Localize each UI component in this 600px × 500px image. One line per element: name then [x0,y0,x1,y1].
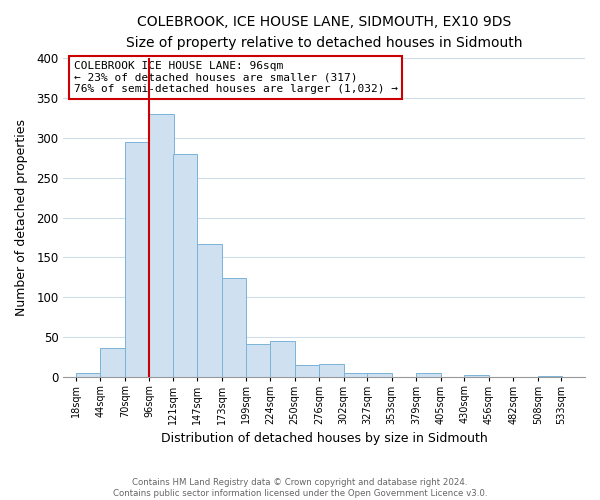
Bar [344,374,368,378]
Bar [125,142,149,378]
Bar [149,114,174,378]
Bar [100,348,125,378]
Bar [222,278,247,378]
Text: COLEBROOK ICE HOUSE LANE: 96sqm
← 23% of detached houses are smaller (317)
76% o: COLEBROOK ICE HOUSE LANE: 96sqm ← 23% of… [74,61,398,94]
Bar [295,364,319,378]
Bar [270,340,295,378]
X-axis label: Distribution of detached houses by size in Sidmouth: Distribution of detached houses by size … [161,432,488,445]
Bar [416,372,440,378]
Text: Contains HM Land Registry data © Crown copyright and database right 2024.
Contai: Contains HM Land Registry data © Crown c… [113,478,487,498]
Bar [76,374,100,378]
Bar [247,344,271,378]
Bar [319,364,344,378]
Bar [464,375,489,378]
Bar [367,372,392,378]
Bar [538,376,562,378]
Bar [173,154,197,378]
Bar [197,244,222,378]
Y-axis label: Number of detached properties: Number of detached properties [15,119,28,316]
Title: COLEBROOK, ICE HOUSE LANE, SIDMOUTH, EX10 9DS
Size of property relative to detac: COLEBROOK, ICE HOUSE LANE, SIDMOUTH, EX1… [126,15,523,50]
